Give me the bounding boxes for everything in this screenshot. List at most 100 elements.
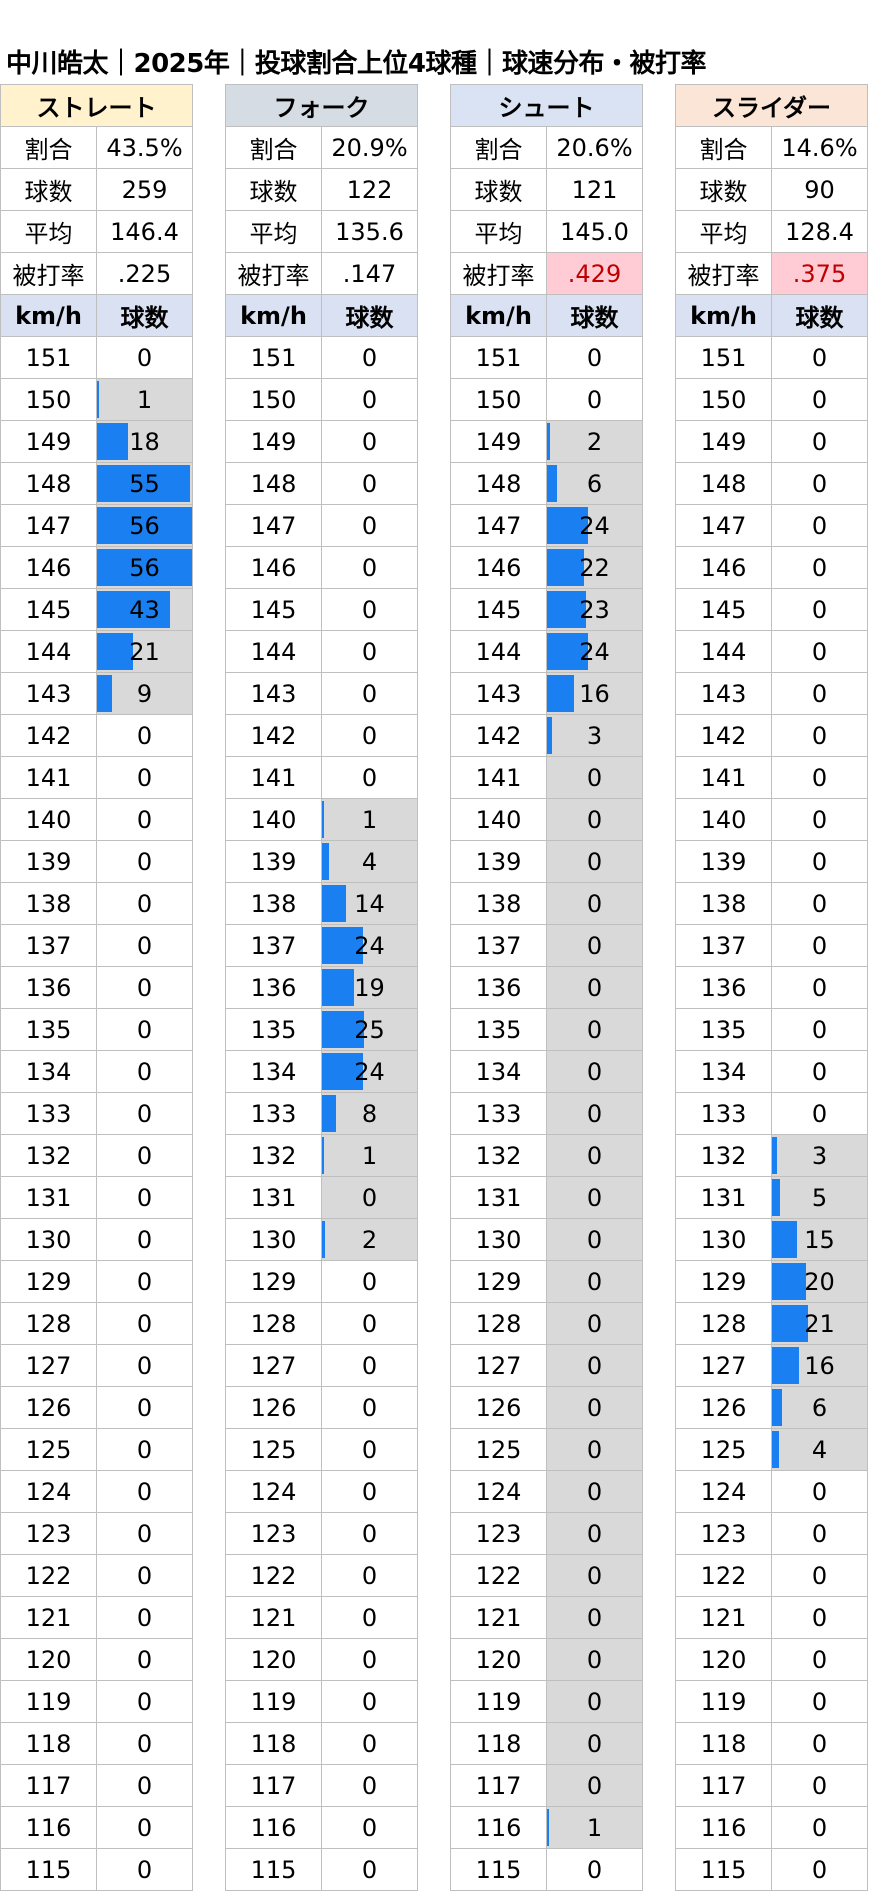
speed-label: 141 <box>450 756 547 799</box>
count-value: 3 <box>811 1141 828 1170</box>
count-value: 0 <box>136 1393 153 1422</box>
table-row: 132 0 <box>0 1134 193 1177</box>
speed-label: 118 <box>0 1722 97 1765</box>
count-row-value: 259 <box>96 168 193 211</box>
speed-label: 142 <box>675 714 772 757</box>
pitch-count-cell: 0 <box>96 1176 193 1219</box>
pitch-count-cell: 0 <box>96 1512 193 1555</box>
speed-label: 131 <box>0 1176 97 1219</box>
count-value: 0 <box>361 1183 378 1212</box>
count-value: 0 <box>811 469 828 498</box>
table-row: 116 0 <box>225 1806 418 1849</box>
pitch-count-cell: 0 <box>546 756 643 799</box>
table-row: 120 0 <box>450 1638 643 1681</box>
count-value: 0 <box>586 1603 603 1632</box>
table-row: 117 0 <box>675 1764 868 1807</box>
speed-label: 143 <box>450 672 547 715</box>
pitch-count-cell: 0 <box>546 1344 643 1387</box>
ratio-row-value: 20.6% <box>546 126 643 169</box>
speed-label: 115 <box>450 1848 547 1891</box>
pitch-count-cell: 0 <box>771 1806 868 1849</box>
count-value: 0 <box>136 1267 153 1296</box>
count-value: 0 <box>811 343 828 372</box>
table-row: 147 0 <box>225 504 418 547</box>
count-value: 0 <box>811 511 828 540</box>
speed-label: 128 <box>0 1302 97 1345</box>
count-bar <box>97 465 191 502</box>
speed-label: 126 <box>225 1386 322 1429</box>
count-value: 0 <box>361 1267 378 1296</box>
speed-label: 115 <box>675 1848 772 1891</box>
pitch-count-cell: 0 <box>96 1260 193 1303</box>
count-value: 4 <box>361 847 378 876</box>
count-value: 0 <box>586 1855 603 1884</box>
speed-label: 139 <box>675 840 772 883</box>
pitch-count-cell: 1 <box>546 1806 643 1849</box>
table-row: 140 0 <box>0 798 193 841</box>
count-value: 0 <box>586 1309 603 1338</box>
pitch-count-cell: 4 <box>771 1428 868 1471</box>
table-row: 129 0 <box>450 1260 643 1303</box>
count-bar <box>97 423 128 460</box>
count-value: 0 <box>586 1393 603 1422</box>
count-column-header: 球数 <box>771 294 868 337</box>
table-row: 136 19 <box>225 966 418 1009</box>
pitch-count-cell: 0 <box>96 1344 193 1387</box>
pitch-count-cell: 19 <box>321 966 418 1009</box>
speed-label: 126 <box>675 1386 772 1429</box>
table-row: 133 0 <box>675 1092 868 1135</box>
count-bar <box>97 549 192 586</box>
table-row: 137 0 <box>450 924 643 967</box>
pitch-count-cell: 0 <box>771 714 868 757</box>
count-value: 0 <box>361 679 378 708</box>
pitch-count-cell: 0 <box>321 1722 418 1765</box>
pitch-count-cell: 0 <box>546 1008 643 1051</box>
count-value: 24 <box>354 1057 385 1086</box>
table-row: 138 14 <box>225 882 418 925</box>
speed-label: 147 <box>450 504 547 547</box>
page-title: 中川皓太｜2025年｜投球割合上位4球種｜球速分布・被打率 <box>6 49 706 79</box>
pitch-count-cell: 0 <box>771 756 868 799</box>
count-value: 0 <box>361 1393 378 1422</box>
count-value: 0 <box>811 847 828 876</box>
speed-label: 117 <box>0 1764 97 1807</box>
table-row: 117 0 <box>0 1764 193 1807</box>
count-value: 16 <box>579 679 610 708</box>
speed-label: 136 <box>450 966 547 1009</box>
count-value: 25 <box>354 1015 385 1044</box>
pitch-count-cell: 16 <box>546 672 643 715</box>
pitch-count-cell: 0 <box>771 630 868 673</box>
count-value: 0 <box>136 1015 153 1044</box>
pitch-count-cell: 0 <box>96 924 193 967</box>
count-value: 0 <box>586 1519 603 1548</box>
table-row: 130 2 <box>225 1218 418 1261</box>
table-row: 137 0 <box>675 924 868 967</box>
speed-label: 144 <box>225 630 322 673</box>
table-row: 115 0 <box>450 1848 643 1891</box>
count-value: 0 <box>361 1855 378 1884</box>
table-row: 128 21 <box>675 1302 868 1345</box>
speed-label: 124 <box>450 1470 547 1513</box>
table-row: 142 0 <box>225 714 418 757</box>
avg-speed-row: 平均 128.4 <box>675 210 868 253</box>
count-bar <box>772 1263 806 1300</box>
speed-label: 149 <box>225 420 322 463</box>
speed-label: 146 <box>0 546 97 589</box>
count-bar <box>322 1011 365 1048</box>
speed-label: 117 <box>225 1764 322 1807</box>
count-value: 5 <box>811 1183 828 1212</box>
pitch-count-cell: 0 <box>771 1680 868 1723</box>
speed-label: 124 <box>225 1470 322 1513</box>
pitch-count-cell: 0 <box>321 756 418 799</box>
pitch-count-cell: 25 <box>321 1008 418 1051</box>
speed-label: 128 <box>675 1302 772 1345</box>
table-row: 151 0 <box>450 336 643 379</box>
pitch-count-cell: 0 <box>321 1176 418 1219</box>
table-row: 123 0 <box>675 1512 868 1555</box>
table-row: 128 0 <box>450 1302 643 1345</box>
speed-label: 116 <box>0 1806 97 1849</box>
speed-label: 150 <box>225 378 322 421</box>
speed-label: 117 <box>450 1764 547 1807</box>
pitch-count-cell: 0 <box>96 1218 193 1261</box>
speed-label: 142 <box>450 714 547 757</box>
